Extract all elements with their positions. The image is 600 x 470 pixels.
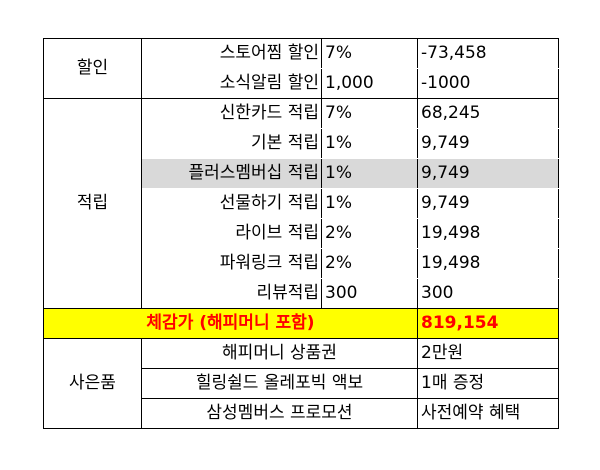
table-row: 파워링크 적립 2% 19,498 bbox=[44, 248, 559, 279]
item-rate: 1% bbox=[321, 188, 418, 219]
item-name: 스토어찜 할인 bbox=[141, 38, 322, 69]
gift-name: 해피머니 상품권 bbox=[141, 338, 418, 369]
table-row-highlighted: 플러스멤버십 적립 1% 9,749 bbox=[44, 158, 559, 189]
item-amount: 9,749 bbox=[417, 158, 559, 189]
item-rate: 7% bbox=[321, 38, 418, 69]
price-breakdown-table: 할인 스토어찜 할인 7% -73,458 소식알림 할인 1,000 -100… bbox=[43, 38, 559, 429]
category-discount: 할인 bbox=[43, 38, 142, 99]
item-name: 리뷰적립 bbox=[141, 278, 322, 309]
item-rate: 2% bbox=[321, 248, 418, 279]
total-label: 체감가 (해피머니 포함) bbox=[43, 308, 418, 339]
item-name: 기본 적립 bbox=[141, 128, 322, 159]
item-rate: 7% bbox=[321, 98, 418, 129]
item-name: 선물하기 적립 bbox=[141, 188, 322, 219]
table-row: 리뷰적립 300 300 bbox=[44, 278, 559, 309]
table-row: 힐링쉴드 올레포빅 액보 1매 증정 bbox=[44, 368, 559, 399]
gift-value: 1매 증정 bbox=[417, 368, 559, 399]
item-amount: 300 bbox=[417, 278, 559, 309]
total-amount: 819,154 bbox=[417, 308, 559, 339]
item-amount: 9,749 bbox=[417, 188, 559, 219]
item-amount: 9,749 bbox=[417, 128, 559, 159]
table-row: 라이브 적립 2% 19,498 bbox=[44, 218, 559, 249]
item-name: 신한카드 적립 bbox=[141, 98, 322, 129]
item-amount: 19,498 bbox=[417, 218, 559, 249]
gift-value: 사전예약 혜택 bbox=[417, 398, 559, 429]
item-amount: 68,245 bbox=[417, 98, 559, 129]
category-points: 적립 bbox=[43, 98, 142, 309]
item-amount: -1000 bbox=[417, 68, 559, 99]
table-row: 삼성멤버스 프로모션 사전예약 혜택 bbox=[44, 398, 559, 429]
item-rate: 1% bbox=[321, 158, 418, 189]
item-name: 라이브 적립 bbox=[141, 218, 322, 249]
table-row: 적립 신한카드 적립 7% 68,245 bbox=[43, 98, 559, 309]
item-rate: 1,000 bbox=[321, 68, 418, 99]
gift-name: 삼성멤버스 프로모션 bbox=[141, 398, 418, 429]
category-gifts: 사은품 bbox=[43, 338, 142, 429]
table-row: 선물하기 적립 1% 9,749 bbox=[44, 188, 559, 219]
table-row: 할인 스토어찜 할인 7% -73,458 bbox=[43, 38, 559, 99]
table-row: 사은품 해피머니 상품권 2만원 bbox=[43, 338, 559, 429]
table-row: 소식알림 할인 1,000 -1000 bbox=[44, 68, 559, 99]
item-amount: -73,458 bbox=[417, 38, 559, 69]
item-rate: 300 bbox=[321, 278, 418, 309]
total-row: 체감가 (해피머니 포함) 819,154 bbox=[43, 308, 559, 339]
item-rate: 1% bbox=[321, 128, 418, 159]
item-amount: 19,498 bbox=[417, 248, 559, 279]
item-name: 파워링크 적립 bbox=[141, 248, 322, 279]
item-name: 플러스멤버십 적립 bbox=[141, 158, 322, 189]
gift-value: 2만원 bbox=[417, 338, 559, 369]
gift-name: 힐링쉴드 올레포빅 액보 bbox=[141, 368, 418, 399]
item-name: 소식알림 할인 bbox=[141, 68, 322, 99]
table-row: 기본 적립 1% 9,749 bbox=[44, 128, 559, 159]
item-rate: 2% bbox=[321, 218, 418, 249]
